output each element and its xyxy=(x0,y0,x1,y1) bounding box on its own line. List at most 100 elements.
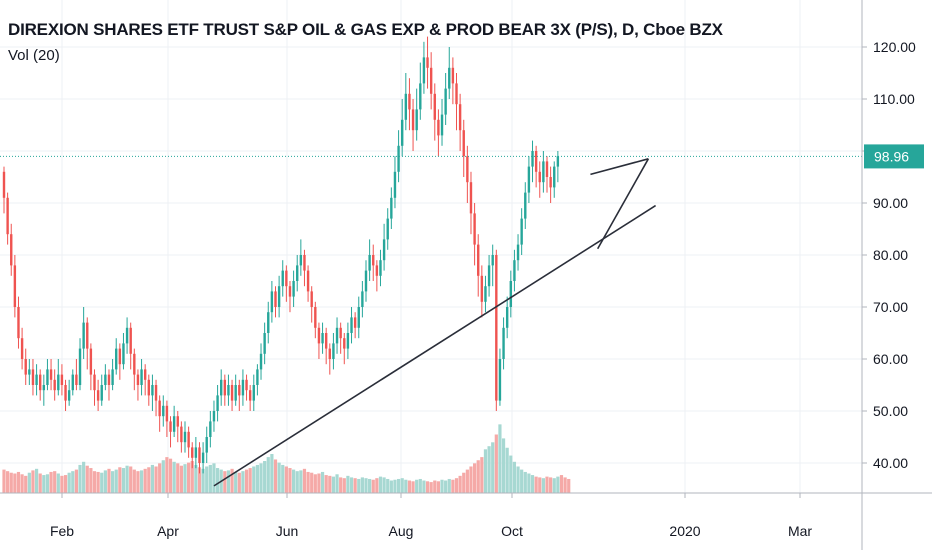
trendline[interactable] xyxy=(213,204,657,487)
volume-bar xyxy=(538,477,542,493)
candle xyxy=(440,99,444,146)
candle-body xyxy=(248,390,252,401)
trendlines[interactable] xyxy=(0,155,862,487)
volume-bar xyxy=(13,473,17,493)
volume-bar xyxy=(292,469,296,493)
candle xyxy=(332,333,335,370)
candle xyxy=(553,161,556,198)
x-tick-label: 2020 xyxy=(669,523,700,539)
y-tick-label: 120.00 xyxy=(873,39,916,55)
candle-body xyxy=(201,452,205,463)
volume-bar xyxy=(520,469,524,493)
candle-body xyxy=(375,265,379,276)
candle xyxy=(415,88,418,141)
y-tick-label: 60.00 xyxy=(873,351,908,367)
candle-body xyxy=(194,447,198,458)
x-tick-label: Apr xyxy=(157,523,179,539)
candle-body xyxy=(17,307,20,339)
volume-bar xyxy=(284,466,288,493)
candle xyxy=(306,265,310,302)
candle xyxy=(426,36,429,89)
trendline[interactable] xyxy=(596,158,650,250)
candle xyxy=(433,83,436,141)
volume-bar xyxy=(527,473,531,493)
candle-body xyxy=(267,312,270,333)
candle-body xyxy=(252,385,255,401)
volume-bar xyxy=(310,472,314,493)
candle-body xyxy=(158,400,161,417)
volume-bar xyxy=(375,478,379,493)
candle xyxy=(542,151,545,193)
candle xyxy=(386,208,389,250)
volume-bar xyxy=(556,476,560,493)
candle xyxy=(473,203,476,266)
candle xyxy=(24,348,27,385)
trendline[interactable] xyxy=(590,158,649,176)
candle xyxy=(513,249,516,292)
volume-bar xyxy=(270,454,274,493)
candle-body xyxy=(274,291,277,307)
candles xyxy=(2,36,560,474)
candle-body xyxy=(64,385,67,401)
candle-body xyxy=(93,374,96,391)
candle xyxy=(60,364,64,396)
candle-body xyxy=(143,369,147,380)
volume-bar xyxy=(346,475,350,493)
volume-bar xyxy=(179,465,183,493)
candle-body xyxy=(205,437,208,453)
candle-body xyxy=(513,260,516,281)
candle-body xyxy=(455,83,458,105)
volume-bar xyxy=(516,466,520,493)
volume-bar xyxy=(368,478,372,493)
volume-bar xyxy=(263,461,267,493)
candle-body xyxy=(67,390,71,401)
candle xyxy=(277,275,281,318)
candle-body xyxy=(212,411,216,422)
volume-bar xyxy=(172,461,176,493)
volume-bar xyxy=(534,476,538,493)
volume-bar xyxy=(78,464,82,493)
candle-body xyxy=(502,327,505,359)
candle xyxy=(296,255,299,292)
candle xyxy=(411,99,415,151)
candle xyxy=(314,301,317,339)
volume-bar xyxy=(16,471,21,493)
candle-body xyxy=(466,156,469,183)
candle-body xyxy=(60,374,64,385)
candle-body xyxy=(343,338,346,349)
candle xyxy=(299,239,303,276)
volume-bar xyxy=(20,474,24,493)
volume-bar xyxy=(545,476,549,493)
candle-body xyxy=(509,281,512,307)
candle xyxy=(288,281,292,313)
candle xyxy=(158,395,161,432)
candle-body xyxy=(183,431,187,443)
volume-indicator-label[interactable]: Vol (20) xyxy=(8,47,60,64)
x-tick-label: Jun xyxy=(276,523,299,539)
volume-bar xyxy=(523,471,527,493)
candle xyxy=(194,437,198,469)
volume-bar xyxy=(273,459,278,493)
volume-bar xyxy=(136,471,140,493)
candle-body xyxy=(230,385,234,401)
candle-body xyxy=(437,119,440,136)
volume-bar xyxy=(404,479,408,493)
volume-bar xyxy=(433,480,437,493)
candle-body xyxy=(154,385,158,401)
candle-body xyxy=(10,234,13,266)
y-tick-label: 90.00 xyxy=(873,195,908,211)
volume-bar xyxy=(378,476,383,493)
volume-bar xyxy=(118,467,122,493)
candle-body xyxy=(75,374,78,385)
volume-bar xyxy=(252,466,256,493)
volume-bar xyxy=(396,478,401,493)
volume-bar xyxy=(82,461,86,493)
candle xyxy=(172,405,176,437)
volume-bar xyxy=(6,471,10,493)
candle-body xyxy=(422,57,426,84)
candle-body xyxy=(227,385,230,396)
candle-body xyxy=(216,395,219,411)
